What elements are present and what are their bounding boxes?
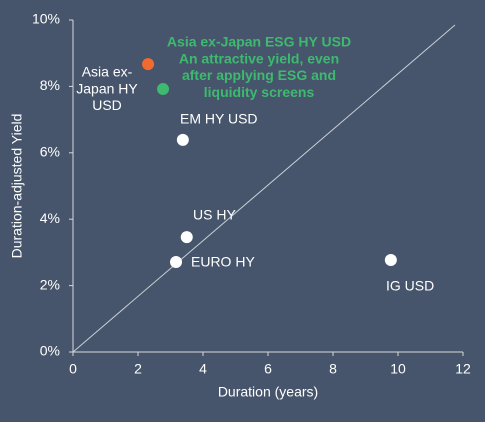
x-axis-title: Duration (years)	[218, 384, 318, 400]
point-label: after applying ESG and	[182, 67, 336, 83]
point-label: US HY	[193, 207, 236, 223]
point-label: liquidity screens	[204, 84, 315, 100]
x-tick-label: 0	[69, 361, 77, 377]
point-label: USD	[92, 97, 122, 113]
point-label: Asia ex-Japan ESG HY USD	[167, 34, 351, 50]
y-tick-label: 4%	[40, 210, 60, 226]
x-tick-label: 10	[390, 361, 406, 377]
point	[170, 256, 183, 269]
y-tick-label: 10%	[32, 11, 60, 27]
point-label: Asia ex-	[82, 64, 133, 80]
y-tick-label: 6%	[40, 144, 60, 160]
x-tick-label: 12	[455, 361, 471, 377]
x-tick-label: 4	[199, 361, 207, 377]
x-tick-label: 6	[264, 361, 272, 377]
reference-line	[72, 24, 456, 353]
point-label: IG USD	[386, 278, 434, 294]
point	[180, 231, 193, 244]
point-label: Japan HY	[76, 80, 138, 96]
point	[142, 58, 155, 71]
y-tick-label: 0%	[40, 343, 60, 359]
point	[384, 254, 397, 267]
point-label: EM HY USD	[180, 111, 258, 127]
x-tick-label: 2	[134, 361, 142, 377]
x-tick-label: 8	[329, 361, 337, 377]
point	[176, 133, 189, 146]
point-label: EURO HY	[191, 254, 255, 270]
point-label: An attractive yield, even	[179, 50, 339, 66]
y-tick-label: 8%	[40, 77, 60, 93]
point	[157, 83, 170, 96]
y-axis-title: Duration-adjusted Yield	[9, 114, 25, 259]
y-tick-label: 2%	[40, 276, 60, 292]
